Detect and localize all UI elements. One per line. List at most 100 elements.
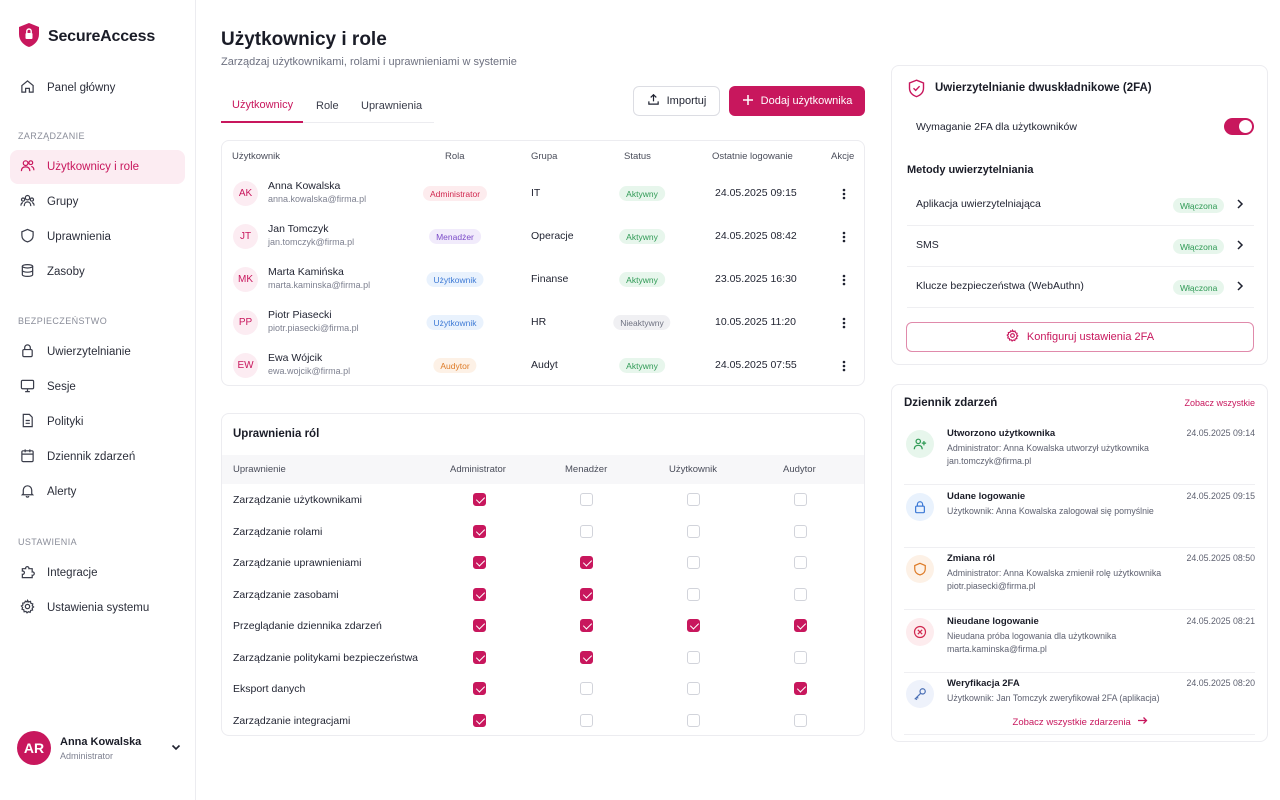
configure-2fa-button[interactable]: Konfiguruj ustawienia 2FA — [906, 322, 1254, 352]
two-factor-requirement-toggle[interactable] — [1224, 118, 1254, 135]
permission-label: Eksport danych — [233, 683, 306, 695]
add-user-button[interactable]: Dodaj użytkownika — [729, 86, 865, 116]
role-badge: Użytkownik — [426, 315, 484, 330]
chevron-down-icon[interactable] — [170, 741, 182, 756]
permission-checkbox[interactable] — [794, 619, 807, 632]
current-user-card[interactable]: AR Anna Kowalska Administrator — [17, 731, 182, 765]
permission-checkbox[interactable] — [473, 713, 486, 727]
user-plus-icon — [906, 430, 934, 458]
shield-check-icon — [908, 79, 925, 101]
sidebar-item-sessions[interactable]: Sesje — [10, 370, 185, 404]
sidebar-item-system-settings[interactable]: Ustawienia systemu — [10, 591, 185, 625]
sidebar-item-authentication[interactable]: Uwierzytelnianie — [10, 335, 185, 369]
permission-checkbox[interactable] — [473, 619, 486, 632]
all-events-link[interactable]: Zobacz wszystkie zdarzenia — [892, 716, 1269, 728]
permission-checkbox[interactable] — [580, 524, 593, 538]
permission-checkbox[interactable] — [794, 713, 807, 727]
monitor-icon — [20, 378, 35, 396]
permission-checkbox[interactable] — [687, 556, 700, 569]
permission-checkbox[interactable] — [580, 682, 593, 695]
more-vertical-icon[interactable] — [835, 357, 853, 375]
see-all-events-link[interactable]: Zobacz wszystkie — [1184, 398, 1255, 408]
tab-permissions[interactable]: Uprawnienia — [361, 99, 423, 112]
sidebar-item-groups[interactable]: Grupy — [10, 185, 185, 219]
sidebar-item-integrations[interactable]: Integracje — [10, 556, 185, 590]
sidebar-item-label: Panel główny — [47, 82, 116, 94]
permission-row: Eksport danych — [222, 674, 864, 705]
permission-checkbox[interactable] — [687, 587, 700, 601]
permission-checkbox[interactable] — [794, 524, 807, 538]
permission-column-header: Menadżer — [565, 464, 608, 475]
tab-roles[interactable]: Role — [316, 99, 339, 112]
sidebar-item-label: Sesje — [47, 381, 76, 393]
permission-checkbox[interactable] — [473, 650, 486, 664]
tab-users[interactable]: Użytkownicy — [221, 88, 303, 123]
permission-checkbox[interactable] — [580, 619, 593, 632]
permission-checkbox[interactable] — [687, 524, 700, 538]
chevron-right-icon — [1236, 280, 1244, 295]
permission-row: Zarządzanie integracjami — [222, 706, 864, 737]
import-button[interactable]: Importuj — [633, 86, 720, 116]
auth-method-row[interactable]: SMS Włączona — [907, 226, 1254, 267]
more-vertical-icon[interactable] — [835, 185, 853, 203]
nav-section-security: BEZPIECZEŃSTWO — [18, 316, 108, 326]
sidebar-item-resources[interactable]: Zasoby — [10, 255, 185, 289]
permission-checkbox[interactable] — [687, 493, 700, 506]
auth-method-row[interactable]: Klucze bezpieczeństwa (WebAuthn) Włączona — [907, 267, 1254, 308]
permission-checkbox[interactable] — [580, 713, 593, 727]
permission-checkbox[interactable] — [687, 650, 700, 664]
event-description: Administrator: Anna Kowalska zmienił rol… — [947, 568, 1162, 591]
event-log-title: Dziennik zdarzeń — [904, 397, 998, 409]
sidebar-item-permissions[interactable]: Uprawnienia — [10, 220, 185, 254]
event-description: Użytkownik: Anna Kowalska zalogował się … — [947, 505, 1154, 516]
permission-checkbox[interactable] — [580, 493, 593, 506]
event-title: Udane logowanie — [947, 490, 1026, 502]
permission-checkbox[interactable] — [794, 682, 807, 695]
permission-checkbox[interactable] — [794, 650, 807, 664]
permission-checkbox[interactable] — [473, 524, 486, 538]
sidebar-item-event-log[interactable]: Dziennik zdarzeń — [10, 440, 185, 474]
permission-checkbox[interactable] — [580, 556, 593, 569]
more-vertical-icon[interactable] — [835, 271, 853, 289]
user-name: Jan Tomczyk — [268, 223, 329, 235]
event-item[interactable]: Nieudane logowanie Nieudana próba logowan… — [904, 610, 1255, 673]
chevron-right-icon — [1236, 198, 1244, 213]
event-item[interactable]: Zmiana ról Administrator: Anna Kowalska z… — [904, 547, 1255, 610]
sidebar-item-policies[interactable]: Polityki — [10, 405, 185, 439]
event-description: Nieudana próba logowania dla użytkownika… — [947, 630, 1117, 654]
auth-method-row[interactable]: Aplikacja uwierzytelniająca Włączona — [907, 185, 1254, 226]
more-vertical-icon[interactable] — [835, 228, 853, 246]
nav-section-settings: USTAWIENIA — [18, 537, 78, 547]
column-header-user: Użytkownik — [232, 151, 281, 162]
event-item[interactable]: Utworzono użytkownika Administrator: Anna… — [904, 422, 1255, 485]
permission-row: Zarządzanie uprawnieniami — [222, 548, 864, 579]
brand[interactable]: SecureAccess — [18, 22, 155, 51]
status-badge: Włączona — [1173, 198, 1225, 213]
permission-checkbox[interactable] — [473, 493, 486, 506]
permission-checkbox[interactable] — [794, 493, 807, 506]
permission-checkbox[interactable] — [473, 556, 486, 569]
sidebar-item-users-roles[interactable]: Użytkownicy i role — [10, 150, 185, 184]
user-group: HR — [531, 316, 547, 328]
sidebar-item-alerts[interactable]: Alerty — [10, 475, 185, 509]
sidebar-item-label: Uwierzytelnianie — [47, 346, 131, 358]
permission-row: Zarządzanie rolami — [222, 517, 864, 548]
permission-checkbox[interactable] — [473, 587, 486, 601]
permission-checkbox[interactable] — [473, 682, 486, 695]
event-item[interactable]: Weryfikacja 2FA Użytkownik: Jan Tomczyk z… — [904, 672, 1255, 735]
event-title: Zmiana ról — [947, 553, 996, 564]
event-item[interactable]: Udane logowanie Użytkownik: Anna Kowalska… — [904, 485, 1255, 548]
permission-checkbox[interactable] — [687, 713, 700, 727]
more-vertical-icon[interactable] — [835, 314, 853, 332]
permission-checkbox[interactable] — [794, 556, 807, 569]
permission-checkbox[interactable] — [580, 587, 593, 601]
import-label: Importuj — [666, 95, 707, 107]
permission-checkbox[interactable] — [580, 650, 593, 664]
sidebar-item-dashboard[interactable]: Panel główny — [10, 71, 185, 105]
permission-checkbox[interactable] — [794, 587, 807, 601]
user-email: marta.kaminska@firma.pl — [268, 280, 371, 290]
permission-checkbox[interactable] — [687, 682, 700, 695]
permission-checkbox[interactable] — [687, 619, 700, 632]
column-header-last-login: Ostatnie logowanie — [712, 151, 793, 162]
two-factor-title: Uwierzytelnianie dwuskładnikowe (2FA) — [935, 82, 1152, 94]
